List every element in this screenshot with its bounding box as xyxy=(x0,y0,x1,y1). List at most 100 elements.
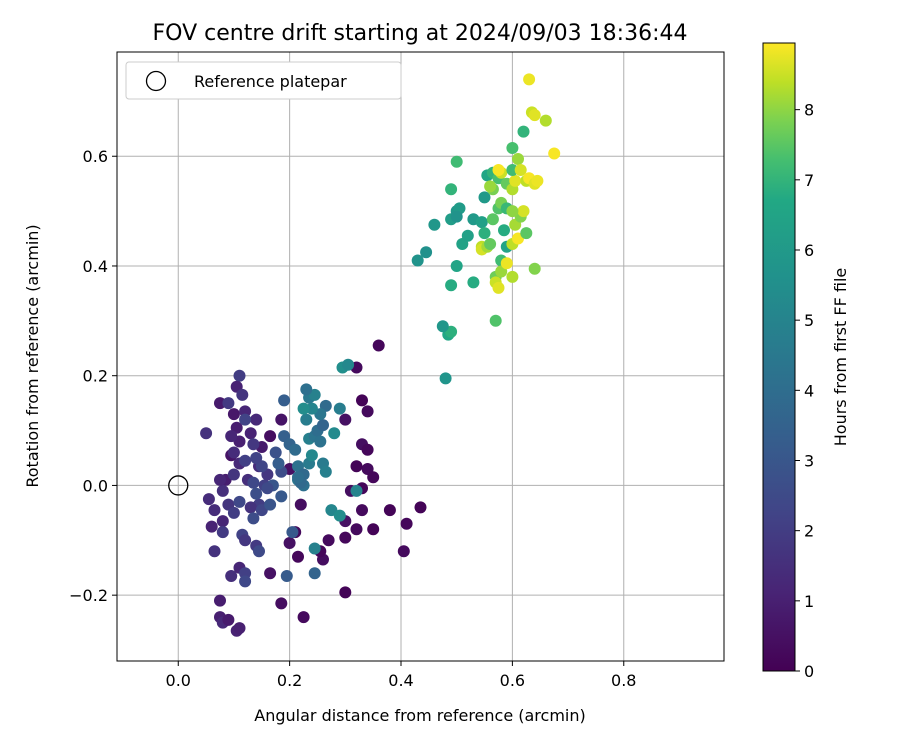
colorbar-tick-label: 2 xyxy=(804,522,814,541)
data-point xyxy=(214,473,226,486)
data-point xyxy=(498,224,510,237)
data-point xyxy=(305,402,318,415)
data-point xyxy=(227,468,240,481)
data-point xyxy=(450,155,463,168)
x-axis-label: Angular distance from reference (arcmin) xyxy=(254,706,585,725)
data-point xyxy=(339,413,352,426)
data-point xyxy=(208,545,221,558)
data-point xyxy=(269,446,282,459)
colorbar-tick-label: 3 xyxy=(804,451,814,470)
data-point xyxy=(539,114,552,127)
data-point xyxy=(264,567,277,580)
colorbar-tick-label: 8 xyxy=(804,101,814,120)
data-point xyxy=(236,388,249,401)
data-point xyxy=(308,542,321,555)
data-point xyxy=(200,427,213,440)
data-point xyxy=(428,218,441,231)
data-point xyxy=(439,372,452,385)
data-point xyxy=(517,205,530,218)
data-point xyxy=(467,276,480,289)
data-point xyxy=(520,227,533,240)
chart-title: FOV centre drift starting at 2024/09/03 … xyxy=(153,21,688,46)
data-point xyxy=(300,413,313,426)
data-point xyxy=(486,213,499,226)
data-point xyxy=(500,257,513,270)
x-tick-label: 0.6 xyxy=(500,671,525,690)
data-point xyxy=(506,270,519,283)
data-point xyxy=(489,314,502,327)
data-point xyxy=(239,534,252,547)
data-point xyxy=(250,413,263,426)
data-point xyxy=(261,482,274,495)
data-point xyxy=(233,622,246,635)
legend-label: Reference platepar xyxy=(194,72,347,91)
data-point xyxy=(450,210,463,223)
colorbar-tick-label: 4 xyxy=(804,381,814,400)
data-point xyxy=(436,320,449,333)
data-point xyxy=(372,339,385,352)
data-point xyxy=(239,413,252,426)
data-point xyxy=(244,501,257,514)
y-axis-label: Rotation from reference (arcmin) xyxy=(23,224,42,487)
y-tick-label: 0.2 xyxy=(83,367,108,386)
data-point xyxy=(247,476,260,489)
data-point xyxy=(280,570,293,582)
data-point xyxy=(514,164,527,176)
data-point xyxy=(492,281,505,294)
y-tick-label: 0.6 xyxy=(83,147,108,166)
data-point xyxy=(222,397,235,410)
data-point xyxy=(492,164,505,176)
data-point xyxy=(244,427,257,440)
data-point xyxy=(275,597,288,610)
reference-platepar-marker xyxy=(168,475,189,496)
data-point xyxy=(275,413,288,426)
data-point xyxy=(205,520,218,533)
data-point xyxy=(361,405,374,418)
colorbar-label: Hours from first FF file xyxy=(831,268,850,447)
data-point xyxy=(239,405,252,418)
y-tick-label: 0.0 xyxy=(83,476,108,495)
data-point xyxy=(208,504,221,517)
data-point xyxy=(445,279,458,292)
data-point xyxy=(216,484,229,497)
data-point xyxy=(383,504,396,517)
data-point xyxy=(300,383,313,396)
data-point xyxy=(478,227,491,240)
data-point xyxy=(414,501,427,514)
y-tick-label: −0.2 xyxy=(69,586,108,605)
data-point xyxy=(216,515,229,528)
data-point xyxy=(239,454,252,467)
data-point xyxy=(264,498,277,511)
data-point xyxy=(322,534,335,547)
data-point xyxy=(227,408,240,421)
data-point xyxy=(317,419,329,432)
data-point xyxy=(361,443,374,456)
data-point xyxy=(250,487,263,500)
data-point xyxy=(350,484,363,497)
data-point xyxy=(484,238,497,250)
data-point xyxy=(239,575,252,588)
x-tick-label: 0.0 xyxy=(166,671,191,690)
plot-frame xyxy=(116,51,725,662)
data-point xyxy=(367,523,380,536)
x-axis-ticks: 0.0 0.2 0.4 0.6 0.8 xyxy=(166,661,636,690)
data-point xyxy=(531,174,544,187)
data-point xyxy=(297,611,310,624)
legend: Reference platepar xyxy=(125,61,402,100)
data-point xyxy=(227,446,240,459)
data-point xyxy=(319,465,332,478)
data-point xyxy=(356,394,368,407)
data-point xyxy=(350,523,363,536)
y-axis-ticks: −0.2 0.0 0.2 0.4 0.6 xyxy=(69,147,117,605)
plot-area xyxy=(117,52,724,661)
data-point xyxy=(233,495,246,508)
data-point xyxy=(367,471,380,484)
data-point xyxy=(264,430,277,443)
data-point xyxy=(400,517,413,530)
data-point xyxy=(275,490,288,503)
colorbar-tick-label: 0 xyxy=(804,662,814,681)
data-point xyxy=(297,402,310,415)
data-point xyxy=(239,567,252,580)
data-point xyxy=(292,471,304,484)
data-point xyxy=(253,545,265,558)
